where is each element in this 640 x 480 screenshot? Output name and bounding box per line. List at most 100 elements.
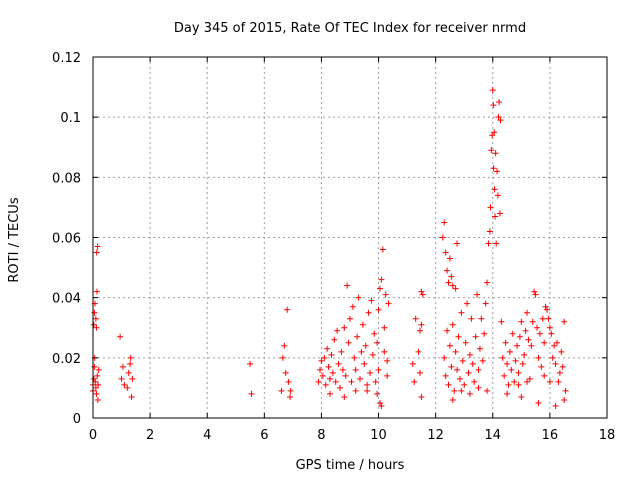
- data-point: [444, 267, 451, 274]
- data-point: [511, 378, 518, 385]
- data-point: [452, 285, 459, 292]
- data-point: [512, 357, 519, 364]
- data-point: [490, 102, 497, 109]
- data-point: [515, 369, 522, 376]
- data-point: [492, 150, 499, 157]
- data-point: [361, 360, 368, 367]
- data-point: [278, 387, 285, 394]
- y-tick-label: 0.04: [52, 292, 81, 307]
- data-point: [506, 348, 513, 355]
- data-point: [521, 351, 528, 358]
- data-point: [486, 228, 493, 235]
- data-point: [124, 384, 131, 391]
- data-point: [444, 327, 451, 334]
- data-point: [442, 372, 449, 379]
- data-point: [490, 165, 497, 172]
- data-point: [452, 348, 459, 355]
- data-point: [535, 354, 542, 361]
- data-point: [498, 318, 505, 325]
- x-tick-label: 16: [542, 428, 559, 443]
- data-point: [509, 330, 516, 337]
- data-point: [449, 396, 456, 403]
- x-tick-label: 12: [427, 428, 444, 443]
- data-point: [327, 390, 334, 397]
- data-point: [545, 315, 552, 322]
- data-point: [329, 369, 336, 376]
- x-tick-label: 6: [260, 428, 268, 443]
- data-point: [449, 282, 456, 289]
- data-point: [355, 294, 362, 301]
- data-point: [315, 378, 322, 385]
- data-point: [416, 369, 423, 376]
- chart-title: Day 345 of 2015, Rate Of TEC Index for r…: [174, 21, 526, 36]
- data-point: [508, 366, 515, 373]
- data-point: [472, 333, 479, 340]
- x-tick-label: 14: [485, 428, 502, 443]
- data-point: [378, 276, 385, 283]
- data-point: [454, 366, 461, 373]
- data-point: [93, 390, 100, 397]
- y-tick-label: 0.1: [60, 111, 81, 126]
- data-point: [504, 360, 511, 367]
- data-point: [561, 318, 568, 325]
- data-point: [515, 381, 522, 388]
- y-tick-label: 0.12: [52, 51, 81, 66]
- data-point: [536, 330, 543, 337]
- data-point: [364, 381, 371, 388]
- data-point: [458, 309, 465, 316]
- data-point: [494, 192, 501, 199]
- data-point: [522, 327, 529, 334]
- data-point: [93, 324, 100, 331]
- data-point: [376, 285, 383, 292]
- data-point: [319, 372, 326, 379]
- data-point: [381, 348, 388, 355]
- data-point: [475, 366, 482, 373]
- data-points: [90, 87, 569, 409]
- data-point: [381, 324, 388, 331]
- data-point: [91, 309, 98, 316]
- x-tick-label: 2: [146, 428, 154, 443]
- data-point: [445, 381, 452, 388]
- y-axis: 0 0.02 0.04 0.06 0.08 0.1 0.12: [52, 51, 607, 427]
- data-point: [324, 345, 331, 352]
- data-point: [328, 351, 335, 358]
- data-point: [375, 366, 382, 373]
- data-point: [495, 114, 502, 121]
- data-point: [94, 243, 101, 250]
- data-point: [385, 300, 392, 307]
- data-point: [128, 393, 135, 400]
- data-point: [90, 375, 97, 382]
- x-axis-label: GPS time / hours: [296, 458, 405, 473]
- data-point: [341, 393, 348, 400]
- data-point: [412, 315, 419, 322]
- data-point: [459, 357, 466, 364]
- data-point: [526, 375, 533, 382]
- data-point: [528, 342, 535, 349]
- data-point: [368, 297, 375, 304]
- data-point: [446, 342, 453, 349]
- data-point: [516, 333, 523, 340]
- data-point: [552, 402, 559, 409]
- data-point: [94, 396, 101, 403]
- data-point: [358, 348, 365, 355]
- data-point: [534, 324, 541, 331]
- data-point: [117, 333, 124, 340]
- y-tick-label: 0.02: [52, 352, 81, 367]
- data-point: [541, 372, 548, 379]
- data-point: [287, 387, 294, 394]
- data-point: [499, 354, 506, 361]
- data-point: [475, 384, 482, 391]
- x-tick-label: 18: [599, 428, 616, 443]
- data-point: [525, 336, 532, 343]
- data-point: [532, 291, 539, 298]
- data-point: [541, 339, 548, 346]
- data-point: [344, 282, 351, 289]
- y-tick-label: 0.08: [52, 171, 81, 186]
- data-point: [494, 168, 501, 175]
- data-point: [371, 330, 378, 337]
- data-point: [285, 378, 292, 385]
- data-point: [471, 378, 478, 385]
- data-point: [514, 342, 521, 349]
- data-point: [476, 345, 483, 352]
